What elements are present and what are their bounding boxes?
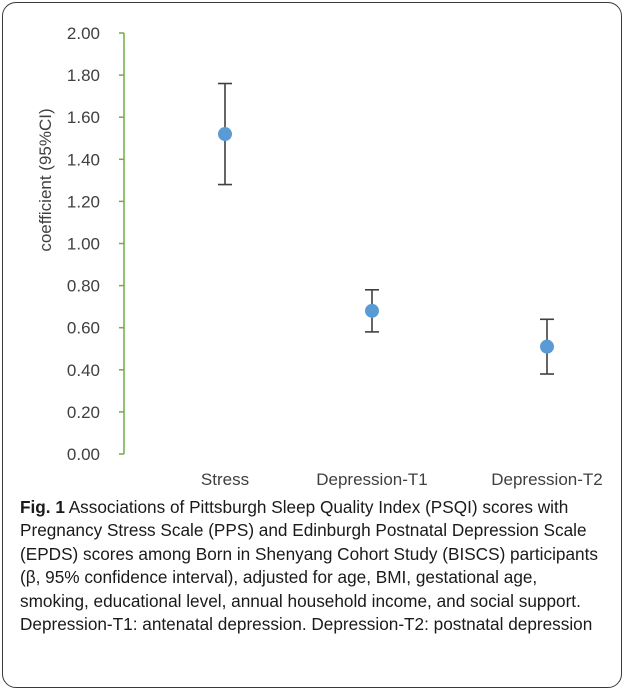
y-tick-label: 0.60 <box>67 319 100 338</box>
error-bars <box>218 82 554 375</box>
y-tick-label: 1.80 <box>67 66 100 85</box>
y-tick-label: 0.00 <box>67 445 100 464</box>
data-points <box>218 127 554 354</box>
x-axis-labels: Stress Depression-T1 Depression-T2 <box>201 470 603 489</box>
y-tick-label: 1.00 <box>67 235 100 254</box>
chart-area: 0.00 0.20 0.40 0.60 0.80 1.00 1.20 1.40 1.60 1.80… <box>36 24 603 489</box>
y-tick-label: 1.20 <box>67 192 100 211</box>
data-point <box>540 339 554 354</box>
figure-frame <box>2 2 622 688</box>
data-point <box>218 127 232 142</box>
data-point <box>365 303 379 318</box>
y-tick-label: 2.00 <box>67 24 100 43</box>
x-tick-label: Stress <box>201 470 249 489</box>
y-tick-label: 1.60 <box>67 108 100 127</box>
figure-caption-text: Associations of Pittsburgh Sleep Quality… <box>20 497 598 635</box>
y-tick-label: 0.20 <box>67 403 100 422</box>
y-tick-label: 0.80 <box>67 277 100 296</box>
x-tick-label: Depression-T1 <box>316 470 428 489</box>
figure-caption: Fig. 1 Associations of Pittsburgh Sleep … <box>20 496 610 636</box>
coefficient-chart: 0.00 0.20 0.40 0.60 0.80 1.00 1.20 1.40 1.60 1.80… <box>36 24 603 489</box>
y-axis-ticks: 0.00 0.20 0.40 0.60 0.80 1.00 1.20 1.40 1.60 1.80… <box>67 24 124 464</box>
figure-label: Fig. 1 <box>20 497 65 517</box>
y-axis-title: coefficient (95%CI) <box>36 108 55 251</box>
y-tick-label: 0.40 <box>67 361 100 380</box>
x-tick-label: Depression-T2 <box>491 470 603 489</box>
y-tick-label: 1.40 <box>67 150 100 169</box>
